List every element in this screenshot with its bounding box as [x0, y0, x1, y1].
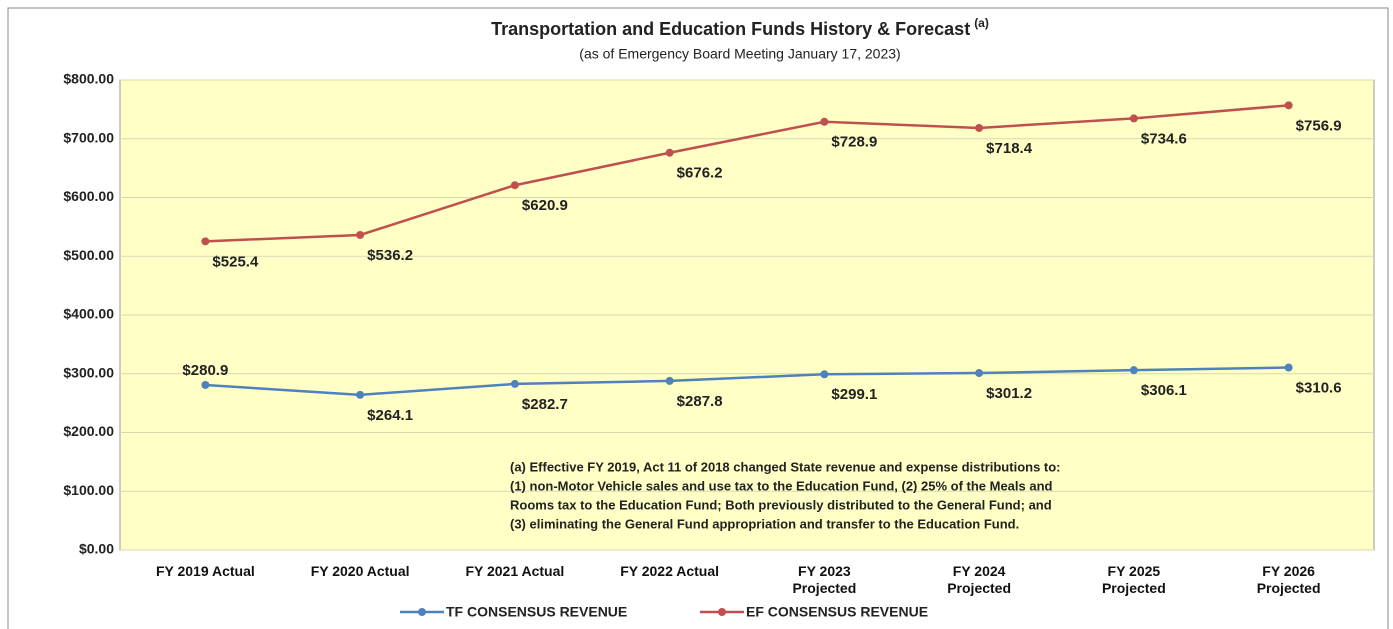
data-point	[665, 148, 674, 157]
data-point	[1284, 363, 1293, 372]
x-tick-label: FY 2026 Projected	[1256, 563, 1321, 596]
data-label: $287.8	[677, 393, 723, 410]
data-label: $536.2	[367, 247, 413, 264]
annotation: (1) non-Motor Vehicle sales and use tax …	[510, 478, 1053, 493]
data-point	[356, 390, 365, 399]
legend-marker	[418, 608, 426, 616]
data-label: $282.7	[522, 396, 568, 413]
data-point	[1129, 366, 1138, 375]
chart-frame	[7, 7, 1389, 629]
data-point	[975, 369, 984, 378]
data-point	[665, 376, 674, 385]
x-tick-label: FY 2019 Actual	[155, 563, 255, 579]
data-point	[1129, 114, 1138, 123]
annotation: (3) eliminating the General Fund appropr…	[510, 516, 1019, 531]
chart-subtitle: (as of Emergency Board Meeting January 1…	[579, 46, 900, 62]
data-label: $525.4	[212, 253, 259, 270]
data-point	[820, 117, 829, 126]
data-point	[1284, 101, 1293, 110]
annotation: Rooms tax to the Education Fund; Both pr…	[510, 497, 1052, 512]
series-line	[205, 104, 1289, 243]
annotation: (a) Effective FY 2019, Act 11 of 2018 ch…	[510, 459, 1061, 474]
y-tick-label: $500.00	[63, 247, 114, 263]
x-tick-label: FY 2021 Actual	[465, 563, 565, 579]
y-tick-label: $300.00	[63, 364, 114, 380]
data-point	[201, 380, 210, 389]
legend-label: TF CONSENSUS REVENUE	[446, 604, 627, 620]
data-label: $620.9	[522, 197, 568, 214]
data-point	[356, 230, 365, 239]
y-tick-label: $100.00	[63, 482, 114, 498]
data-label: $264.1	[367, 407, 413, 424]
chart-title: Transportation and Education Funds Histo…	[491, 16, 989, 39]
data-label: $756.9	[1296, 117, 1342, 134]
x-tick-label: FY 2025 Projected	[1101, 563, 1166, 596]
y-tick-label: $600.00	[63, 188, 114, 204]
y-tick-label: $200.00	[63, 423, 114, 439]
x-tick-label: FY 2022 Actual	[620, 563, 720, 579]
data-point	[510, 181, 519, 190]
data-label: $310.6	[1296, 379, 1342, 396]
data-point	[201, 237, 210, 246]
legend-label: EF CONSENSUS REVENUE	[746, 604, 928, 620]
x-tick-label: FY 2024 Projected	[947, 563, 1012, 596]
data-label: $718.4	[986, 140, 1033, 157]
x-tick-label: FY 2023 Projected	[792, 563, 857, 596]
y-tick-label: $800.00	[63, 71, 114, 87]
data-label: $676.2	[677, 165, 723, 182]
data-point	[510, 379, 519, 388]
data-label: $734.6	[1141, 130, 1187, 147]
y-tick-label: $0.00	[79, 541, 114, 557]
y-tick-label: $700.00	[63, 129, 114, 145]
data-label: $280.9	[182, 362, 228, 379]
x-tick-label: FY 2020 Actual	[310, 563, 410, 579]
legend-marker	[718, 608, 726, 616]
data-point	[820, 370, 829, 379]
data-label: $728.9	[831, 134, 877, 151]
data-point	[975, 123, 984, 132]
data-label: $306.1	[1141, 382, 1187, 399]
data-label: $301.2	[986, 385, 1032, 402]
data-label: $299.1	[831, 386, 877, 403]
series-line	[205, 366, 1289, 397]
y-tick-label: $400.00	[63, 306, 114, 322]
